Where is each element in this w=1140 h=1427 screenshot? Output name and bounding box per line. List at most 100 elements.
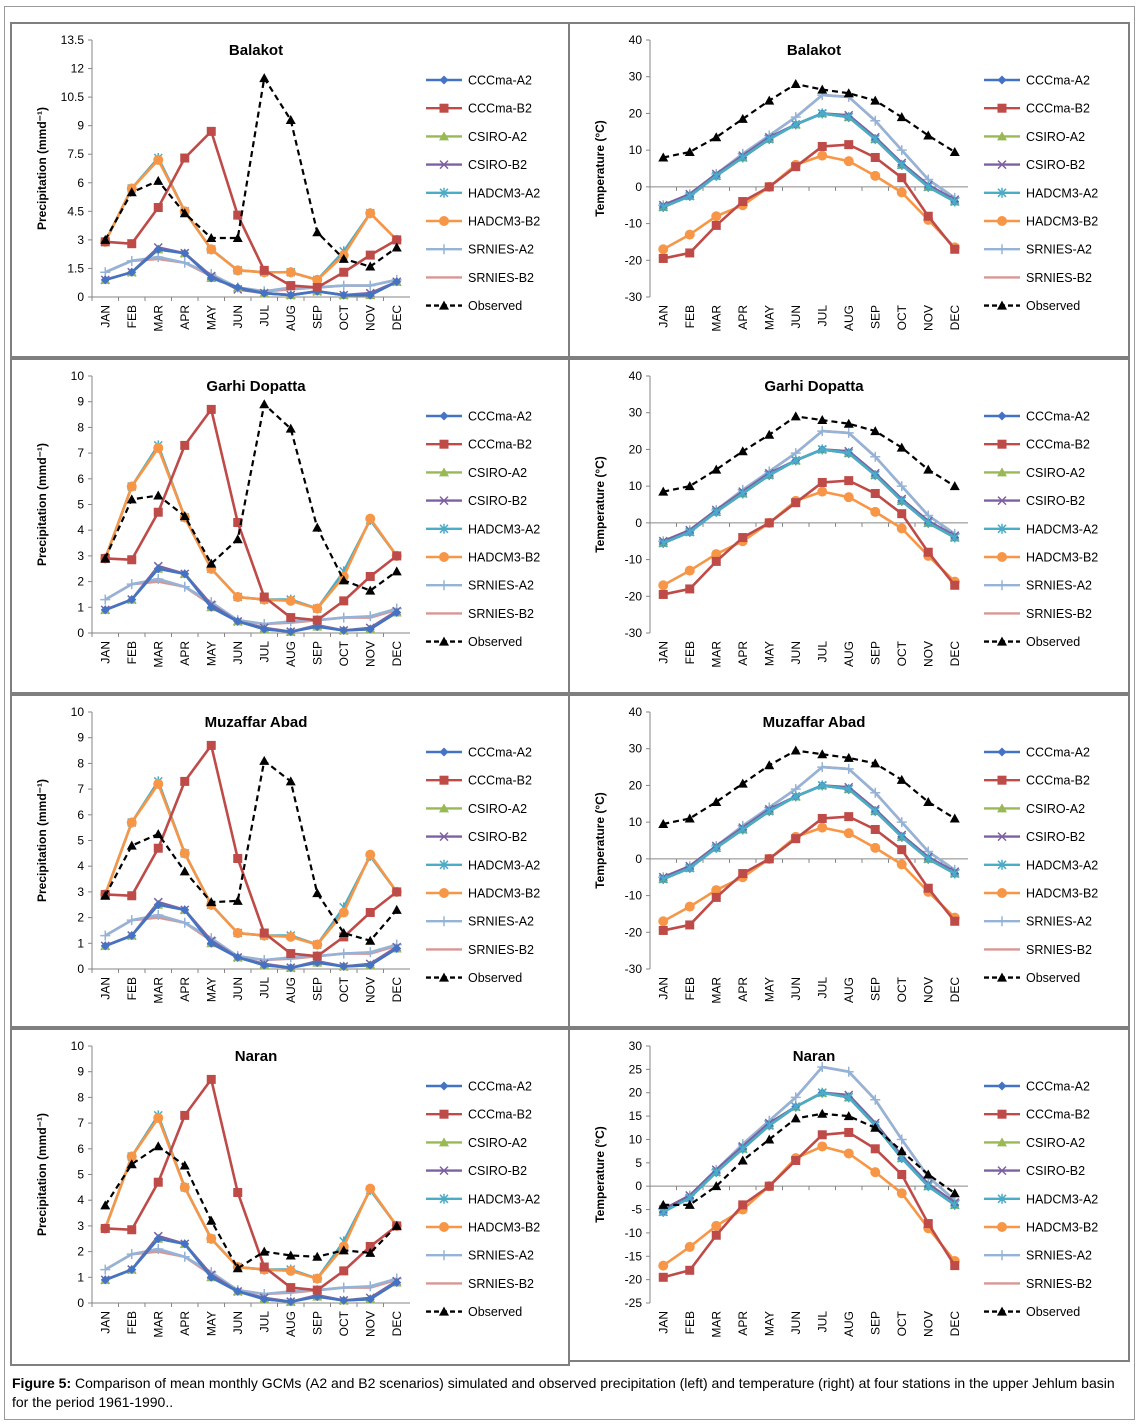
legend-marker-cccma-b2: [439, 775, 449, 785]
y-tick-label: 2: [77, 575, 84, 589]
legend-label: HADCM3-A2: [1026, 186, 1098, 200]
x-tick-label: OCT: [895, 976, 909, 1002]
data-point-hadcm3-b2: [338, 907, 349, 918]
x-tick-label: MAR: [709, 641, 723, 668]
figure-caption: Figure 5: Comparison of mean monthly GCM…: [12, 1374, 1130, 1412]
legend-label: SRNIES-A2: [1026, 915, 1092, 929]
legend-item-hadcm3-a2: HADCM3-A2: [984, 522, 1098, 536]
x-tick-label: JUL: [257, 641, 271, 663]
data-point-cccma-b2: [711, 220, 721, 230]
y-axis-label: Temperature (°C): [593, 1126, 607, 1223]
x-tick-label: AUG: [284, 641, 298, 667]
data-point-cccma-a2: [206, 1272, 216, 1282]
data-point-cccma-b2: [685, 920, 695, 930]
x-tick-label: JUL: [257, 1311, 271, 1333]
data-point-observed: [870, 426, 881, 436]
legend-marker-hadcm3-b2: [997, 552, 1007, 562]
data-point-hadcm3-a2: [897, 159, 907, 170]
data-point-cccma-a2: [206, 602, 216, 612]
data-point-observed: [658, 152, 669, 162]
data-point-hadcm3-b2: [684, 901, 695, 912]
chart-title: Muzaffar Abad: [205, 714, 308, 731]
legend-item-csiro-b2: CSIRO-B2: [426, 1164, 527, 1178]
x-tick-label: DEC: [390, 1311, 404, 1337]
x-tick-label: JUN: [231, 305, 245, 328]
legend-item-srnies-a2: SRNIES-A2: [984, 579, 1092, 593]
legend-item-observed: Observed: [984, 971, 1080, 985]
legend-item-srnies-a2: SRNIES-A2: [426, 915, 534, 929]
legend-item-observed: Observed: [426, 1305, 522, 1319]
data-point-cccma-a2: [259, 288, 269, 298]
data-point-cccma-b2: [127, 239, 137, 249]
data-point-observed: [949, 481, 960, 491]
series-line-hadcm3-a2: [662, 1091, 956, 1214]
y-tick-label: 20: [629, 106, 643, 120]
data-point-hadcm3-a2: [764, 806, 774, 817]
data-point-hadcm3-b2: [206, 244, 217, 255]
data-point-cccma-b2: [206, 126, 216, 136]
data-point-cccma-b2: [392, 887, 402, 897]
data-point-cccma-b2: [897, 509, 907, 519]
series-line-cccma-a2: [104, 567, 398, 634]
y-tick-label: 7: [77, 782, 84, 796]
data-point-srnies-a2: [179, 1251, 190, 1262]
data-point-cccma-b2: [817, 1130, 827, 1140]
legend-marker-cccma-b2: [997, 103, 1007, 113]
legend-item-hadcm3-b2: HADCM3-B2: [426, 551, 540, 565]
legend-marker-hadcm3-a2: [997, 1193, 1007, 1204]
data-point-observed: [658, 1199, 669, 1209]
data-point-hadcm3-b2: [843, 156, 854, 167]
legend-marker-hadcm3-a2: [439, 859, 449, 870]
data-point-hadcm3-a2: [897, 495, 907, 506]
data-point-cccma-b2: [923, 883, 933, 893]
data-point-observed: [153, 490, 164, 500]
y-tick-label: -10: [625, 889, 643, 903]
legend-item-csiro-b2: CSIRO-B2: [426, 158, 527, 172]
data-point-srnies-a2: [365, 280, 376, 291]
legend-item-cccma-a2: CCCma-A2: [426, 74, 532, 88]
y-axis-label: Temperature (°C): [593, 792, 607, 889]
x-tick-label: SEP: [310, 305, 324, 329]
legend-item-observed: Observed: [984, 635, 1080, 649]
x-tick-label: FEB: [125, 1311, 139, 1334]
data-point-hadcm3-b2: [126, 481, 137, 492]
data-point-srnies-a2: [126, 255, 137, 266]
data-point-observed: [285, 776, 296, 786]
x-tick-label: JUL: [815, 1311, 829, 1333]
series-observed: [100, 399, 402, 595]
y-tick-label: 10: [629, 1132, 643, 1146]
y-tick-label: 7: [77, 1116, 84, 1130]
chart-svg: Balakot Precipitation (mmd⁻¹) 0 1.5 3 4.5 6 7.5…: [35, 33, 540, 332]
data-point-observed: [896, 442, 907, 452]
legend-label: HADCM3-A2: [468, 522, 540, 536]
data-point-srnies-a2: [817, 1062, 828, 1073]
data-point-hadcm3-a2: [685, 527, 695, 538]
legend-label: CCCma-A2: [1026, 1080, 1090, 1094]
legend-label: Observed: [1026, 1305, 1080, 1319]
data-point-hadcm3-a2: [817, 1087, 827, 1098]
data-point-hadcm3-b2: [711, 885, 722, 896]
data-point-cccma-b2: [844, 476, 854, 486]
y-tick-label: 1: [77, 936, 84, 950]
data-point-observed: [179, 511, 190, 521]
x-tick-label: NOV: [363, 1311, 377, 1337]
x-tick-label: DEC: [390, 641, 404, 667]
x-tick-label: APR: [736, 977, 750, 1002]
chart-panel-muzaffar-abad-precipitation: Muzaffar Abad Precipitation (mmd⁻¹) 0 1 2 3 4 5…: [10, 694, 570, 1028]
series-line-cccma-b2: [662, 1131, 956, 1279]
x-tick-label: MAY: [762, 305, 776, 330]
data-point-cccma-b2: [312, 282, 322, 292]
legend-item-observed: Observed: [426, 635, 522, 649]
legend-item-csiro-b2: CSIRO-B2: [984, 830, 1085, 844]
data-point-hadcm3-b2: [232, 928, 243, 939]
data-point-hadcm3-a2: [870, 470, 880, 481]
data-point-cccma-b2: [897, 845, 907, 855]
series-observed: [658, 411, 960, 496]
data-point-observed: [285, 423, 296, 433]
data-point-observed: [259, 73, 270, 83]
data-point-hadcm3-b2: [153, 778, 164, 789]
legend-marker-cccma-a2: [997, 411, 1007, 421]
legend-label: Observed: [1026, 971, 1080, 985]
legend-label: CCCma-B2: [468, 438, 532, 452]
legend-item-csiro-a2: CSIRO-A2: [426, 802, 527, 816]
